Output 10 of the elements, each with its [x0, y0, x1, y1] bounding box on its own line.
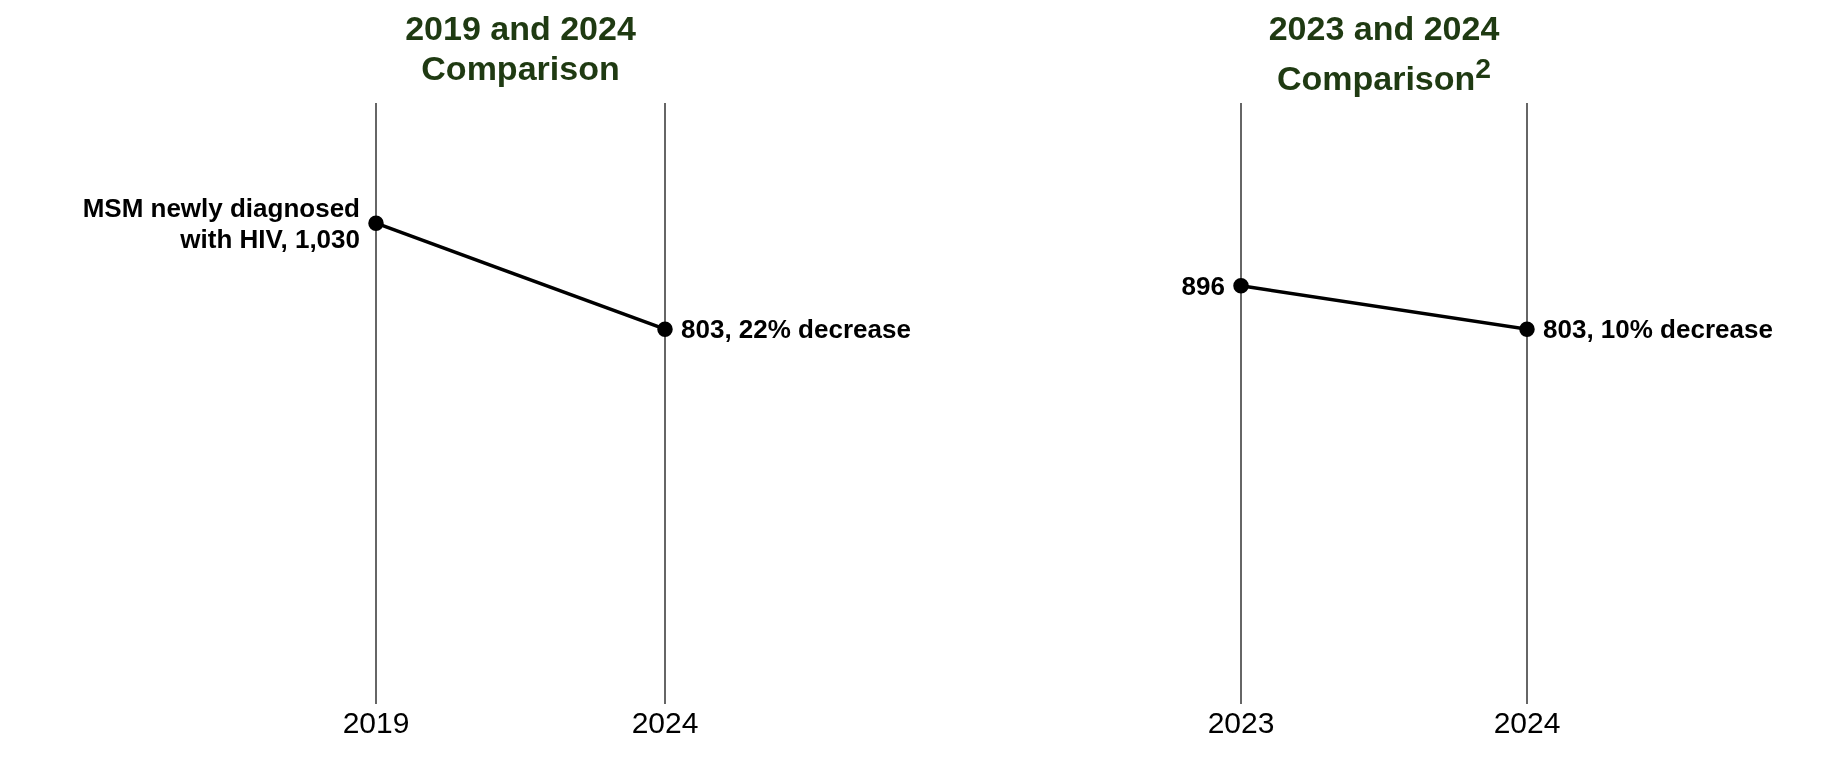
data-label: 803, 22% decrease [681, 314, 911, 345]
data-label: 803, 10% decrease [1543, 314, 1773, 345]
chart-title: 2019 and 2024 Comparison [404, 8, 637, 88]
chart-title: 2023 and 2024 Comparison$^{2}$ [1267, 8, 1501, 99]
x-tick-label: 2023 [1207, 706, 1275, 740]
data-label: MSM newly diagnosed with HIV, 1,030 [82, 192, 360, 254]
data-label: 896 [1181, 270, 1225, 301]
x-tick-label: 2019 [342, 706, 410, 740]
x-tick-label: 2024 [1493, 706, 1561, 740]
x-tick-label: 2024 [631, 706, 699, 740]
